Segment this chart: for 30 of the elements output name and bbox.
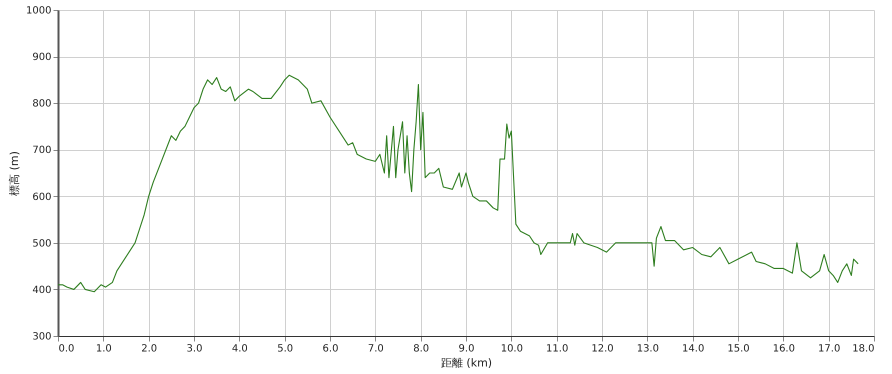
- x-tick-label: 14.0: [682, 344, 704, 354]
- x-tick-label: 16.0: [772, 344, 795, 354]
- y-tick-label: 400: [32, 284, 52, 296]
- x-tick-label: 9.0: [458, 344, 474, 354]
- y-tick-label: 500: [32, 238, 52, 250]
- x-tick-label: 3.0: [186, 344, 202, 354]
- x-tick-label: 17.0: [818, 344, 840, 354]
- x-tick-label: 18.0: [852, 344, 874, 354]
- x-tick-label: 4.0: [232, 344, 248, 354]
- x-tick-label: 8.0: [413, 344, 430, 354]
- x-tick-label: 1.0: [96, 344, 112, 354]
- x-tick-label: 11.0: [546, 344, 568, 354]
- x-tick-label: 2.0: [141, 344, 158, 354]
- x-tick-label: 7.0: [368, 344, 384, 354]
- y-tick-label: 1000: [26, 6, 52, 16]
- x-tick-label: 12.0: [591, 344, 614, 354]
- line-series: [57, 74, 859, 292]
- x-tick-label: 0.0: [58, 344, 74, 354]
- y-axis-title: 標高 (m): [8, 151, 22, 196]
- y-tick-label: 600: [32, 192, 52, 203]
- x-tick-label: 6.0: [322, 344, 338, 354]
- y-tick-label: 800: [32, 98, 52, 110]
- y-tick-label: 900: [32, 52, 52, 64]
- x-tick-label: 15.0: [727, 344, 750, 354]
- x-tick-label: 13.0: [636, 344, 659, 354]
- x-tick-label: 5.0: [277, 344, 294, 354]
- y-tick-label: 700: [32, 145, 52, 156]
- x-tick-label: 10.0: [500, 344, 523, 354]
- y-tick-label: 300: [32, 332, 52, 342]
- x-axis-title: 距離 (km): [440, 356, 492, 370]
